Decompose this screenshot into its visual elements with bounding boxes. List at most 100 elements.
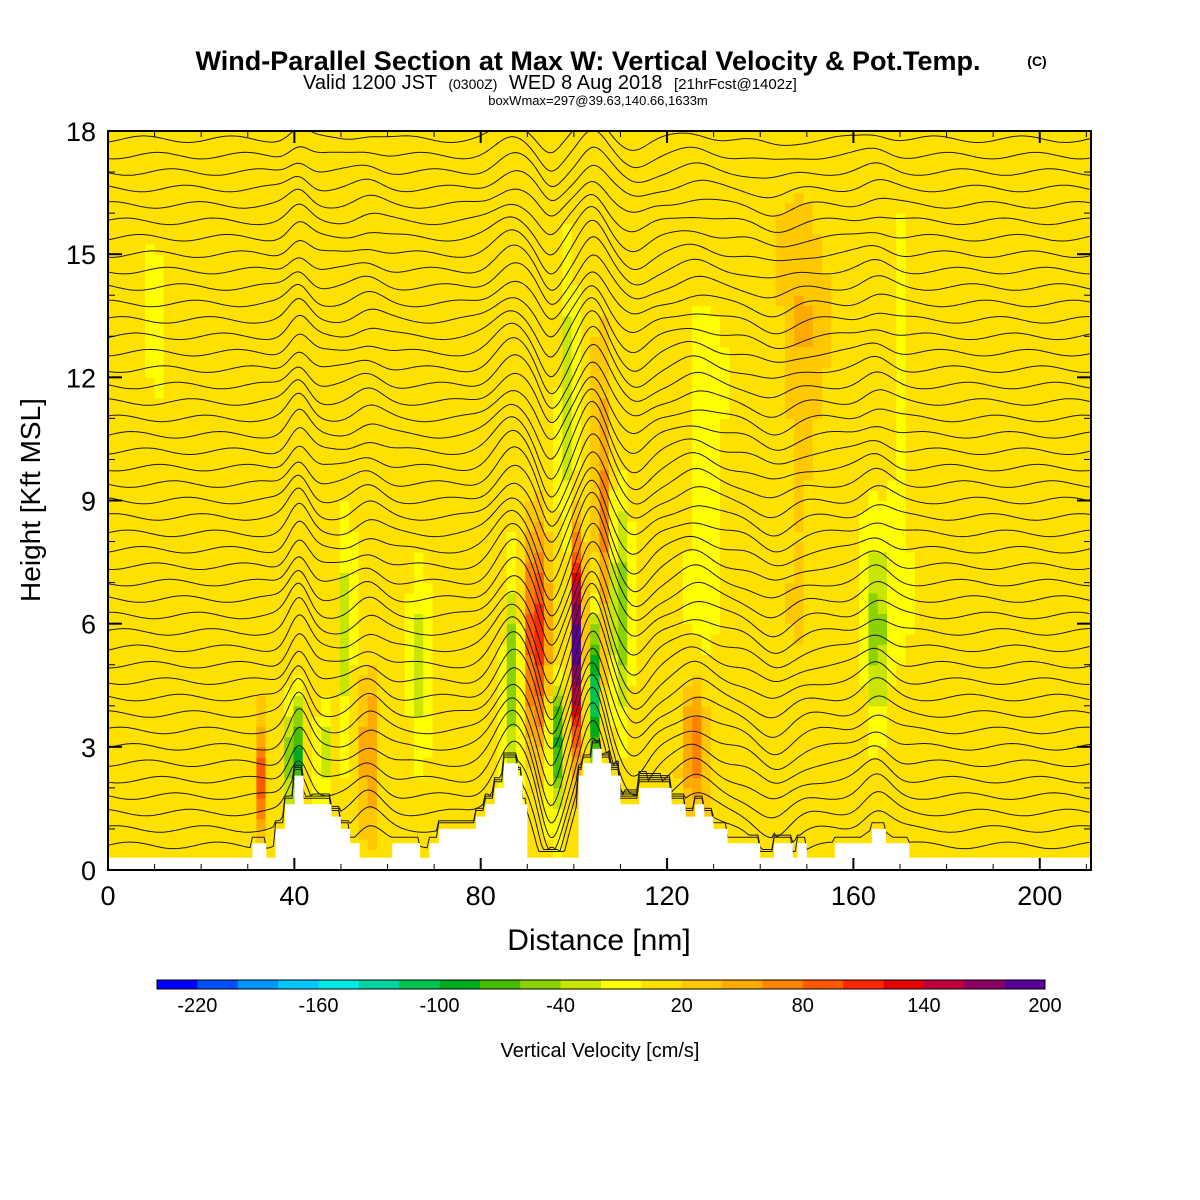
velocity-cell <box>367 808 378 820</box>
velocity-cell <box>627 367 638 378</box>
velocity-cell <box>200 284 211 296</box>
velocity-cell <box>608 736 619 748</box>
velocity-cell <box>108 305 118 317</box>
velocity-cell <box>553 254 563 266</box>
velocity-cell <box>117 818 128 830</box>
velocity-cell <box>516 428 526 440</box>
velocity-cell <box>330 808 341 820</box>
velocity-cell <box>108 182 118 194</box>
velocity-cell <box>293 202 304 214</box>
velocity-cell <box>330 141 341 153</box>
velocity-cell <box>469 213 480 224</box>
velocity-cell <box>265 757 276 768</box>
velocity-cell <box>543 223 554 235</box>
velocity-cell <box>460 172 471 183</box>
velocity-cell <box>395 633 406 645</box>
velocity-cell <box>414 572 424 584</box>
velocity-cell <box>349 449 359 461</box>
velocity-cell <box>469 428 480 440</box>
velocity-cell <box>135 551 146 563</box>
velocity-cell <box>135 459 146 471</box>
velocity-cell <box>274 592 285 604</box>
velocity-cell <box>358 736 369 748</box>
velocity-cell <box>321 603 332 614</box>
velocity-cell <box>330 572 341 584</box>
velocity-cell <box>516 346 526 358</box>
velocity-cell <box>154 469 165 481</box>
velocity-cell <box>682 736 693 748</box>
velocity-cell <box>237 243 248 255</box>
velocity-cell <box>599 172 610 183</box>
velocity-cell <box>692 418 703 430</box>
velocity-cell <box>525 367 536 378</box>
velocity-cell <box>265 172 276 183</box>
velocity-cell <box>284 757 295 768</box>
velocity-cell <box>191 808 202 820</box>
velocity-cell <box>302 787 313 799</box>
velocity-cell <box>395 705 406 717</box>
velocity-cell <box>349 305 359 317</box>
velocity-cell <box>571 541 582 553</box>
velocity-cell <box>673 562 684 573</box>
velocity-cell <box>135 202 146 214</box>
velocity-cell <box>423 356 434 368</box>
velocity-cell <box>210 418 220 430</box>
velocity-cell <box>562 787 573 799</box>
velocity-cell <box>599 326 610 337</box>
velocity-cell <box>738 582 749 594</box>
velocity-cell <box>339 346 350 358</box>
velocity-cell <box>664 387 675 399</box>
velocity-cell <box>349 479 359 491</box>
velocity-cell <box>219 726 230 738</box>
velocity-cell <box>423 716 434 727</box>
velocity-cell <box>655 479 666 491</box>
velocity-cell <box>701 726 712 738</box>
velocity-cell <box>645 243 656 255</box>
velocity-cell <box>580 243 591 255</box>
velocity-cell <box>191 192 202 204</box>
velocity-cell <box>627 757 638 768</box>
velocity-cell <box>339 284 350 296</box>
velocity-cell <box>673 674 684 686</box>
velocity-cell <box>321 151 332 163</box>
velocity-cell <box>210 336 220 348</box>
velocity-cell <box>478 213 489 224</box>
velocity-cell <box>451 172 461 183</box>
velocity-cell <box>534 541 545 553</box>
velocity-cell <box>432 202 443 214</box>
velocity-cell <box>321 479 332 491</box>
velocity-cell <box>636 757 647 768</box>
velocity-cell <box>228 603 239 614</box>
velocity-cell <box>664 531 675 543</box>
velocity-cell <box>636 644 647 656</box>
velocity-cell <box>710 192 721 204</box>
velocity-cell <box>358 490 369 502</box>
velocity-cell <box>543 808 554 820</box>
velocity-cell <box>478 664 489 676</box>
velocity-cell <box>228 449 239 461</box>
velocity-cell <box>618 418 628 430</box>
velocity-cell <box>720 592 730 604</box>
velocity-cell <box>701 161 712 173</box>
velocity-cell <box>256 541 267 553</box>
velocity-cell <box>386 603 397 614</box>
velocity-cell <box>478 736 489 748</box>
velocity-cell <box>284 613 295 625</box>
velocity-cell <box>562 315 573 327</box>
velocity-cell <box>256 479 267 491</box>
velocity-cell <box>367 685 378 697</box>
velocity-cell <box>608 644 619 656</box>
velocity-cell <box>145 664 155 676</box>
velocity-cell <box>692 131 703 142</box>
velocity-cell <box>312 736 322 748</box>
velocity-cell <box>451 777 461 789</box>
velocity-cell <box>237 161 248 173</box>
velocity-cell <box>701 315 712 327</box>
velocity-cell <box>293 418 304 430</box>
velocity-cell <box>655 654 666 666</box>
velocity-cell <box>488 264 499 276</box>
velocity-cell <box>126 469 137 481</box>
velocity-cell <box>330 428 341 440</box>
velocity-cell <box>451 746 461 758</box>
velocity-cell <box>655 726 666 738</box>
